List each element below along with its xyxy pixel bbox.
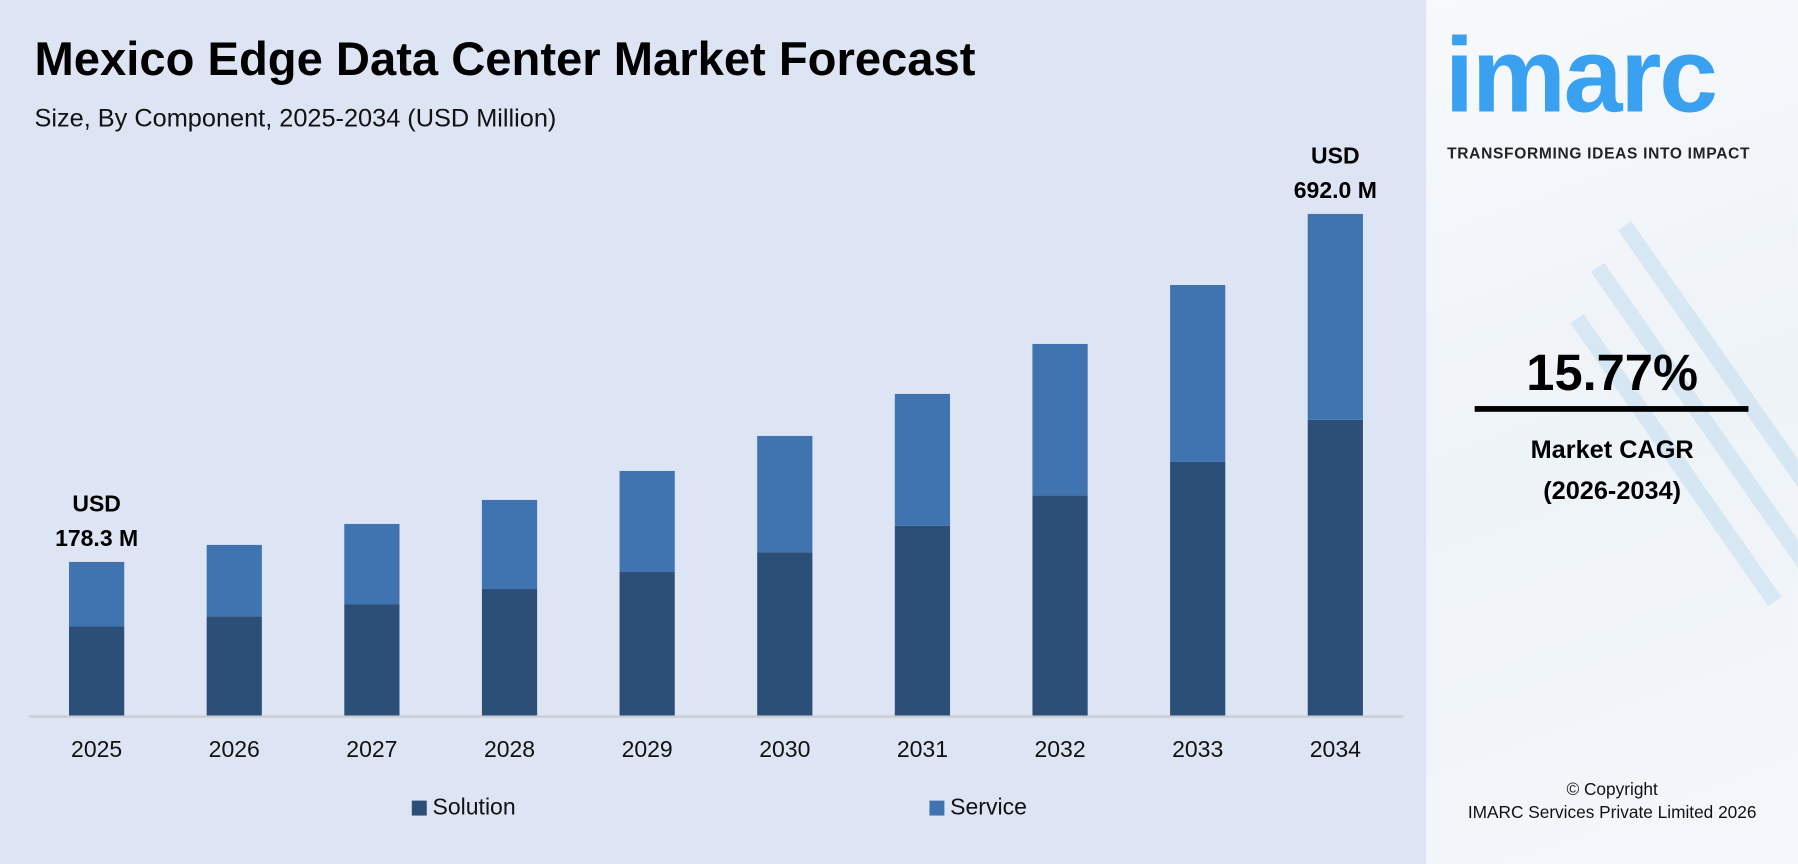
copyright-company: IMARC Services Private Limited 2026 [1467, 802, 1757, 823]
bar-chart: 2025 USD 178.3 M 2026 2027 2028 2029 2030 2031 20… [28, 142, 1404, 762]
bar-service-2029 [619, 470, 675, 573]
bar-solution-2027 [344, 604, 400, 716]
x-tick-label: 2027 [346, 736, 397, 762]
bar-service-2030 [757, 435, 813, 553]
bar-solution-2033 [1170, 461, 1226, 716]
x-tick-label: 2033 [1172, 736, 1223, 762]
x-tick-label: 2030 [759, 736, 810, 762]
bar-service-2032 [1032, 343, 1088, 496]
bar-solution-2032 [1032, 495, 1088, 716]
bar-service-2026 [206, 544, 262, 617]
x-tick-label: 2028 [484, 736, 535, 762]
bar-service-2034 [1307, 213, 1363, 420]
x-tick-label: 2029 [622, 736, 673, 762]
data-label-unit: USD [72, 490, 121, 516]
x-tick-label: 2031 [897, 736, 948, 762]
bar-solution-2029 [619, 572, 675, 716]
bar-service-2025 [69, 561, 125, 627]
cagr-period: (2026-2034) [1543, 476, 1682, 505]
x-tick-label: 2026 [209, 736, 260, 762]
chart-subtitle: Size, By Component, 2025-2034 (USD Milli… [34, 103, 557, 133]
bar-service-2027 [344, 523, 400, 605]
bar-solution-2031 [894, 525, 951, 716]
legend-label-solution: Solution [432, 794, 516, 821]
x-tick-label: 2025 [71, 736, 122, 762]
legend-item-service: Service [929, 794, 1027, 821]
bar-solution-2025 [69, 626, 125, 716]
bar-solution-2026 [206, 616, 262, 716]
imarc-logo: imarc [1444, 17, 1718, 135]
bar-service-2033 [1170, 285, 1226, 462]
legend-label-service: Service [950, 794, 1027, 821]
x-tick-label: 2032 [1034, 736, 1085, 762]
legend-item-solution: Solution [411, 794, 516, 821]
bar-solution-2028 [481, 589, 538, 716]
logo-tagline: TRANSFORMING IDEAS INTO IMPACT [1447, 144, 1751, 163]
cagr-label: Market CAGR [1530, 434, 1694, 464]
legend-swatch-service [929, 800, 945, 816]
data-label-unit: USD [1311, 142, 1360, 168]
x-tick-label: 2034 [1310, 736, 1361, 762]
bar-solution-2034 [1307, 419, 1363, 716]
data-label-value: 692.0 M [1294, 177, 1377, 203]
cagr-value: 15.77% [1526, 345, 1698, 402]
bar-solution-2030 [757, 552, 813, 716]
copyright-line: © Copyright [1566, 779, 1658, 800]
legend-swatch-solution [411, 800, 427, 816]
divider [1474, 406, 1749, 412]
chart-title: Mexico Edge Data Center Market Forecast [34, 32, 976, 86]
side-panel: imarc TRANSFORMING IDEAS INTO IMPACT 15.… [1426, 0, 1798, 864]
data-label-value: 178.3 M [55, 525, 138, 551]
bar-service-2031 [894, 393, 951, 526]
bar-service-2028 [481, 499, 538, 590]
